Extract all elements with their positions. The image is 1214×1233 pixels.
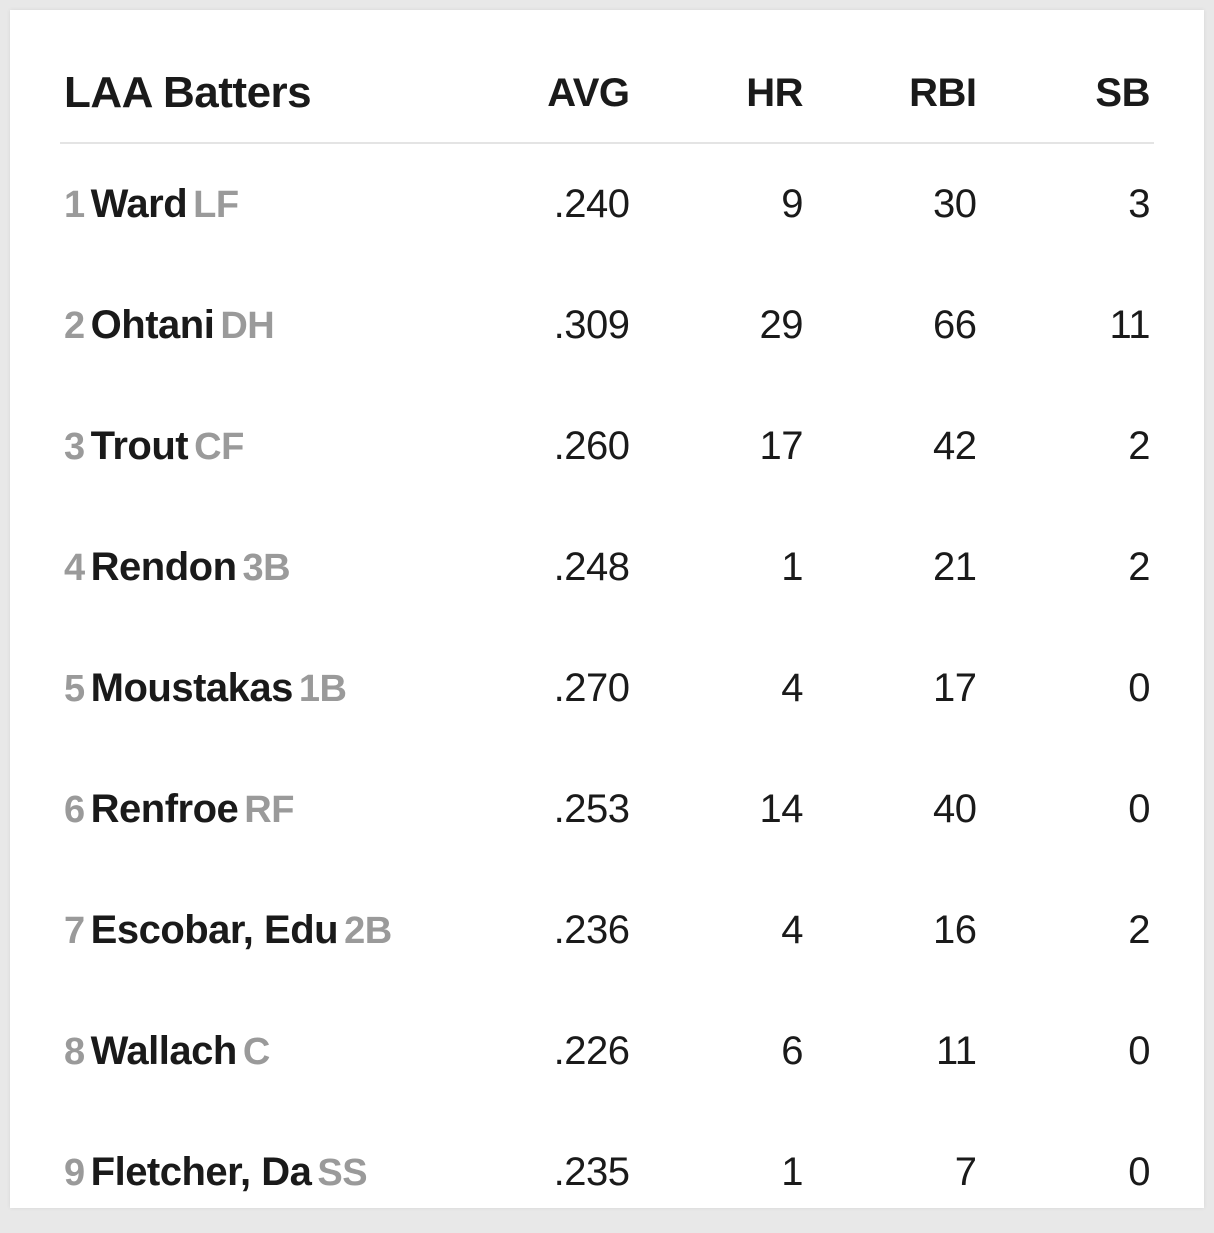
stat-avg: .240 (460, 143, 634, 265)
player-name: Trout (91, 424, 188, 468)
stat-rbi: 17 (807, 628, 981, 749)
stat-avg: .309 (460, 265, 634, 386)
stat-hr: 17 (634, 386, 808, 507)
batting-order: 4 (64, 547, 85, 589)
table-row[interactable]: 1WardLF.2409303 (60, 143, 1154, 265)
player-position: 1B (299, 668, 347, 710)
stat-hr: 14 (634, 749, 808, 870)
table-row[interactable]: 7Escobar, Edu2B.2364162 (60, 870, 1154, 991)
player-name: Ward (91, 182, 188, 226)
stat-sb: 11 (981, 265, 1155, 386)
player-position: RF (244, 789, 294, 831)
player-cell[interactable]: 3TroutCF (60, 386, 460, 507)
header-row: LAA Batters AVG HR RBI SB (60, 60, 1154, 143)
stat-avg: .226 (460, 991, 634, 1112)
stat-sb: 3 (981, 143, 1155, 265)
batting-order: 7 (64, 910, 85, 952)
stat-hr: 4 (634, 870, 808, 991)
player-cell[interactable]: 1WardLF (60, 143, 460, 265)
stat-avg: .235 (460, 1112, 634, 1233)
player-position: 3B (243, 547, 291, 589)
player-name: Fletcher, Da (91, 1150, 312, 1194)
table-row[interactable]: 4Rendon3B.2481212 (60, 507, 1154, 628)
stat-hr: 1 (634, 1112, 808, 1233)
player-cell[interactable]: 6RenfroeRF (60, 749, 460, 870)
stat-sb: 0 (981, 628, 1155, 749)
player-name: Moustakas (91, 666, 293, 710)
stat-rbi: 40 (807, 749, 981, 870)
player-cell[interactable]: 2OhtaniDH (60, 265, 460, 386)
stat-hr: 6 (634, 991, 808, 1112)
header-hr: HR (634, 60, 808, 143)
stat-avg: .236 (460, 870, 634, 991)
table-row[interactable]: 5Moustakas1B.2704170 (60, 628, 1154, 749)
stat-sb: 0 (981, 749, 1155, 870)
stat-sb: 2 (981, 507, 1155, 628)
batting-order: 6 (64, 789, 85, 831)
header-sb: SB (981, 60, 1155, 143)
stat-rbi: 11 (807, 991, 981, 1112)
stat-avg: .270 (460, 628, 634, 749)
stat-avg: .253 (460, 749, 634, 870)
table-row[interactable]: 6RenfroeRF.25314400 (60, 749, 1154, 870)
header-rbi: RBI (807, 60, 981, 143)
batting-order: 2 (64, 305, 85, 347)
stat-avg: .248 (460, 507, 634, 628)
batters-table: LAA Batters AVG HR RBI SB 1WardLF.240930… (60, 60, 1154, 1233)
stat-sb: 0 (981, 991, 1155, 1112)
stat-sb: 2 (981, 386, 1155, 507)
stat-hr: 4 (634, 628, 808, 749)
player-position: SS (317, 1152, 367, 1194)
table-row[interactable]: 8WallachC.2266110 (60, 991, 1154, 1112)
batting-order: 1 (64, 184, 85, 226)
player-cell[interactable]: 5Moustakas1B (60, 628, 460, 749)
player-position: C (243, 1031, 270, 1073)
player-name: Ohtani (91, 303, 215, 347)
player-position: CF (194, 426, 244, 468)
stat-hr: 9 (634, 143, 808, 265)
player-position: 2B (344, 910, 392, 952)
table-row[interactable]: 2OhtaniDH.309296611 (60, 265, 1154, 386)
player-position: DH (220, 305, 274, 347)
batting-order: 8 (64, 1031, 85, 1073)
player-cell[interactable]: 4Rendon3B (60, 507, 460, 628)
player-cell[interactable]: 7Escobar, Edu2B (60, 870, 460, 991)
batting-order: 3 (64, 426, 85, 468)
stat-rbi: 66 (807, 265, 981, 386)
player-cell[interactable]: 9Fletcher, DaSS (60, 1112, 460, 1233)
table-row[interactable]: 9Fletcher, DaSS.235170 (60, 1112, 1154, 1233)
header-team: LAA Batters (60, 60, 460, 143)
player-name: Wallach (91, 1029, 237, 1073)
stat-rbi: 30 (807, 143, 981, 265)
stat-hr: 29 (634, 265, 808, 386)
player-name: Rendon (91, 545, 237, 589)
header-avg: AVG (460, 60, 634, 143)
batting-order: 5 (64, 668, 85, 710)
stat-avg: .260 (460, 386, 634, 507)
stat-sb: 2 (981, 870, 1155, 991)
player-position: LF (193, 184, 238, 226)
player-name: Escobar, Edu (91, 908, 338, 952)
stat-rbi: 7 (807, 1112, 981, 1233)
player-name: Renfroe (91, 787, 239, 831)
lineup-card: LAA Batters AVG HR RBI SB 1WardLF.240930… (10, 10, 1204, 1208)
stat-sb: 0 (981, 1112, 1155, 1233)
stat-hr: 1 (634, 507, 808, 628)
player-cell[interactable]: 8WallachC (60, 991, 460, 1112)
batting-order: 9 (64, 1152, 85, 1194)
stat-rbi: 42 (807, 386, 981, 507)
stat-rbi: 16 (807, 870, 981, 991)
stat-rbi: 21 (807, 507, 981, 628)
table-row[interactable]: 3TroutCF.26017422 (60, 386, 1154, 507)
